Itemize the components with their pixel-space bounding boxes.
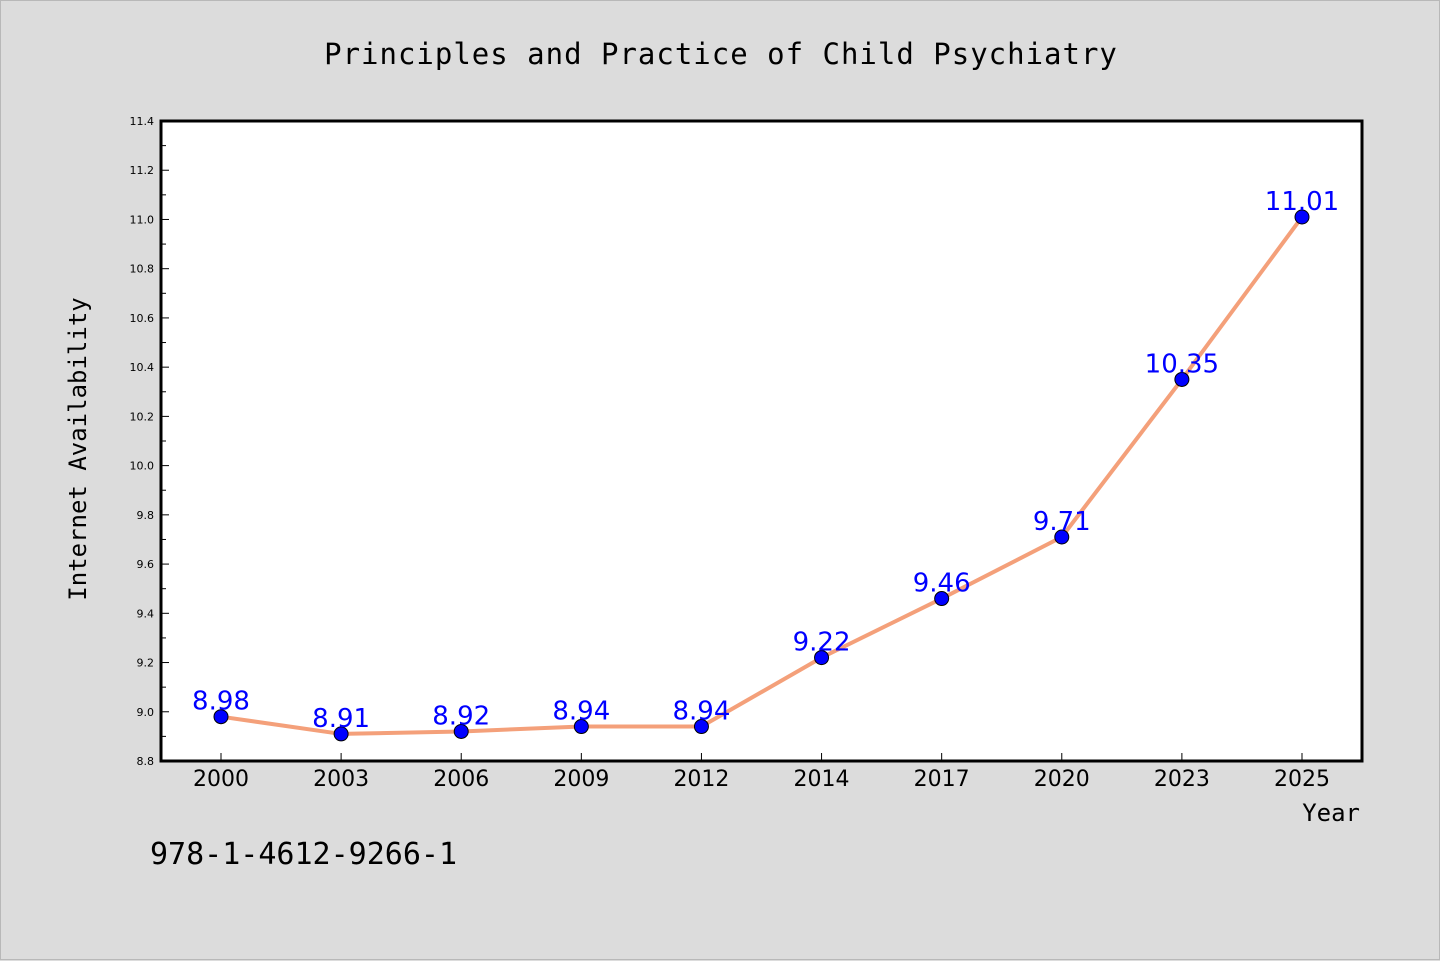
y-tick-label: 9.8 — [137, 509, 155, 522]
data-point — [1054, 529, 1070, 545]
data-label: 8.91 — [312, 704, 370, 734]
y-tick-label: 10.4 — [130, 361, 155, 374]
data-label: 10.35 — [1145, 349, 1219, 379]
x-tick-label: 2006 — [433, 767, 489, 792]
data-point — [453, 723, 469, 739]
x-tick-label: 2025 — [1274, 767, 1330, 792]
y-tick-label: 11.4 — [130, 115, 155, 128]
y-tick-label: 10.0 — [130, 460, 155, 473]
data-point — [693, 719, 709, 735]
x-tick-label: 2020 — [1034, 767, 1090, 792]
y-tick-label: 10.6 — [130, 312, 155, 325]
series-line — [219, 215, 1304, 736]
x-tick-label: 2000 — [193, 767, 249, 792]
x-axis: 2000 2003 2006 2009 2012 2014 2017 2020 2023 2025 — [193, 753, 1330, 792]
data-point — [213, 709, 229, 725]
y-axis: 8.8 9.0 9.2 9.4 9.6 9.8 10.0 10.2 10.4 10.6 10.8 11… — [130, 115, 169, 768]
data-point — [1174, 371, 1190, 387]
y-tick-label: 10.2 — [130, 410, 155, 423]
chart-title: Principles and Practice of Child Psychia… — [324, 37, 1118, 71]
y-tick-label: 11.0 — [130, 213, 155, 226]
isbn-annotation: 978-1-4612-9266-1 — [150, 837, 457, 872]
data-label: 8.94 — [552, 697, 610, 727]
y-tick-label: 9.6 — [137, 558, 155, 571]
x-tick-label: 2003 — [313, 767, 369, 792]
data-label: 9.46 — [913, 569, 971, 599]
data-label: 8.94 — [672, 697, 730, 727]
y-tick-label: 11.2 — [130, 164, 155, 177]
x-tick-label: 2009 — [553, 767, 609, 792]
data-point — [1294, 209, 1310, 225]
x-tick-label: 2023 — [1154, 767, 1210, 792]
x-tick-label: 2017 — [914, 767, 970, 792]
data-label: 8.92 — [432, 701, 490, 731]
data-point — [333, 726, 349, 742]
y-tick-label: 9.0 — [137, 706, 155, 719]
data-point — [814, 650, 830, 666]
data-label: 9.22 — [793, 628, 851, 658]
data-point — [573, 719, 589, 735]
y-axis-label: Internet Availability — [64, 297, 92, 600]
plot-area — [159, 119, 1364, 763]
x-tick-label: 2012 — [673, 767, 729, 792]
x-axis-label: Year — [1302, 799, 1360, 827]
y-tick-label: 9.4 — [137, 607, 155, 620]
y-tick-label: 9.2 — [137, 657, 155, 670]
x-tick-label: 2014 — [794, 767, 850, 792]
data-label: 11.01 — [1265, 187, 1339, 217]
data-label: 9.71 — [1033, 507, 1091, 537]
y-tick-label: 8.8 — [137, 755, 155, 768]
y-tick-label: 10.8 — [130, 263, 155, 276]
series: 8.98 8.91 8.92 8.94 8.94 9.22 9.46 9.71 10.35 11.… — [192, 187, 1339, 742]
data-point — [934, 591, 950, 607]
data-label: 8.98 — [192, 687, 250, 717]
